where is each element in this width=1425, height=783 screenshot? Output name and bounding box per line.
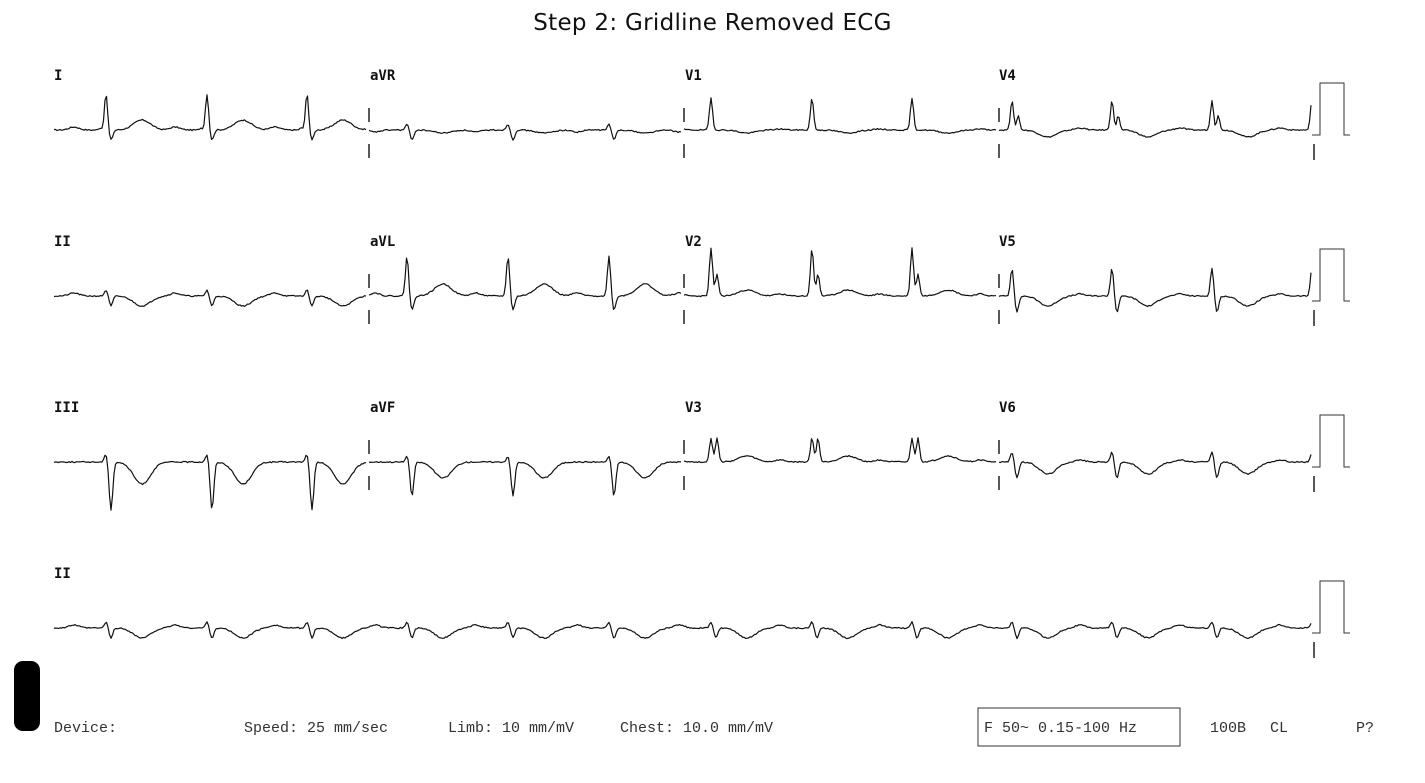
trace-i-waveform [54,94,367,141]
trace-v1-waveform [683,97,997,134]
calibration-pulse [1312,248,1350,302]
trace-ii-waveform [53,289,367,307]
page-title: Step 2: Gridline Removed ECG [533,10,892,36]
footer-p: P? [1356,720,1374,737]
lead-label-v1: V1 [685,68,702,84]
trace-v6-waveform [998,451,1312,479]
footer-speed: Speed: 25 mm/sec [244,720,388,737]
lead-separators [368,108,1315,658]
lead-label-v3: V3 [685,400,702,416]
trace-avl-waveform [368,255,682,311]
lead-label-i: I [54,68,62,84]
lead-label-ii: II [54,234,71,250]
lead-label-rhythm-ii: II [54,566,71,582]
trace-rhythm-ii-waveform [53,621,1312,640]
footer-chest: Chest: 10.0 mm/mV [620,720,773,737]
trace-v4-waveform [998,100,1312,138]
trace-iii-waveform [53,454,367,511]
lead-label-avr: aVR [370,68,396,84]
ecg-traces [53,94,1312,640]
footer-cl: CL [1270,720,1288,737]
lead-label-v5: V5 [999,234,1016,250]
trace-avr-waveform [368,123,682,141]
lead-label-iii: III [54,400,79,416]
calibration-pulse [1312,414,1350,468]
calibration-pulse [1312,580,1350,634]
filter-box [977,707,1181,747]
trace-v5-waveform [998,267,1312,313]
footer-device: Device: [54,720,117,737]
calibration-pulses [1312,82,1350,634]
lead-label-v6: V6 [999,400,1016,416]
footer-code: 100B [1210,720,1246,737]
trace-avf-waveform [368,455,681,497]
footer-filter: F 50~ 0.15-100 Hz [984,720,1137,737]
lead-label-v4: V4 [999,68,1016,84]
lead-label-v2: V2 [685,234,702,250]
lead-label-avf: aVF [370,400,395,416]
calibration-pulse [1312,82,1350,136]
trace-v2-waveform [683,247,996,298]
lead-label-avl: aVL [370,234,395,250]
footer-limb: Limb: 10 mm/mV [448,720,574,737]
edge-marker [14,661,40,731]
trace-v3-waveform [683,437,997,464]
